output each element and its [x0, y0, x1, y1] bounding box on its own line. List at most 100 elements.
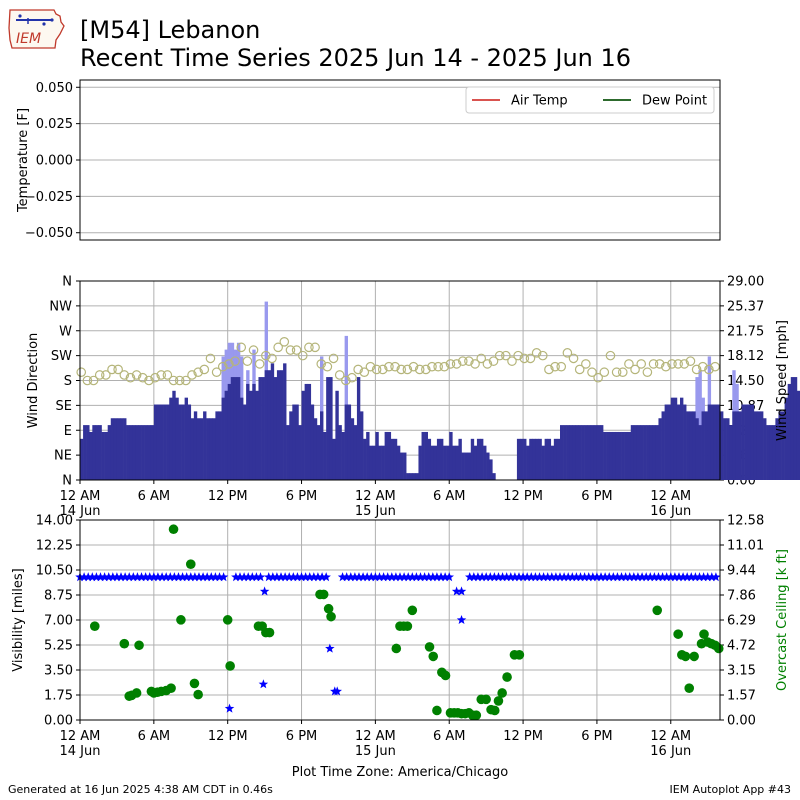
vis-tick-label: 1.75 — [44, 689, 73, 704]
wind-direction-point — [648, 359, 659, 369]
wind-direction-point — [476, 353, 487, 364]
wind-speed-bar — [313, 418, 318, 480]
wind-direction-point — [599, 367, 610, 378]
wind-speed-bar — [280, 370, 284, 480]
wind-speed-bar — [732, 411, 736, 480]
wind-x-tick-label: 12 PM — [208, 489, 248, 504]
visibility-point — [588, 572, 598, 582]
wind-x-tick-label: 12 PM — [503, 489, 543, 504]
ceiling-tick-label: 0.00 — [727, 714, 756, 729]
wind-speed-bar — [636, 425, 641, 480]
wind-speed-bar — [738, 411, 742, 480]
wind-ylabel-right: Wind Speed [mph] — [775, 320, 790, 441]
wind-speed-bar — [486, 452, 490, 480]
wind-direction-point — [384, 361, 394, 372]
wind-direction-point — [285, 345, 296, 355]
wind-direction-point — [125, 372, 136, 383]
wind-speed-bar — [467, 452, 472, 480]
wind-speed-bar — [704, 411, 708, 480]
visibility-point — [407, 572, 418, 582]
wind-speed-bar — [756, 411, 761, 480]
wind-speed-bar — [147, 425, 152, 480]
visibility-point — [419, 572, 430, 582]
wind-speed-bar — [553, 438, 558, 480]
wind-speed-bar — [295, 404, 299, 480]
wind-speed-bar — [624, 431, 628, 480]
wind-direction-point — [685, 356, 696, 366]
visibility-point — [707, 572, 717, 582]
visibility-point — [124, 572, 134, 582]
ceiling-point — [699, 629, 709, 639]
visibility-point — [579, 572, 590, 582]
wind-speed-bar — [129, 425, 133, 480]
visibility-point — [596, 572, 606, 582]
visibility-point — [584, 572, 594, 582]
visibility-point — [235, 572, 245, 582]
wind-speed-bar — [686, 411, 690, 480]
visibility-point — [571, 572, 582, 582]
wind-direction-point — [199, 364, 210, 375]
wind-direction-point — [710, 361, 720, 372]
wind-speed-bar — [86, 425, 90, 480]
visibility-point — [473, 572, 483, 582]
visibility-point — [116, 572, 126, 582]
wind-speed-bar — [455, 445, 459, 480]
visibility-point — [526, 572, 536, 582]
wind-speed-bar — [403, 452, 407, 480]
visibility-point — [173, 572, 184, 582]
ceiling-point — [134, 640, 144, 651]
visibility-point — [456, 615, 467, 624]
visibility-point — [288, 572, 299, 582]
chart-title: [M54] Lebanon — [80, 16, 261, 44]
wind-speed-bar — [464, 452, 468, 480]
wind-speed-bar — [649, 425, 653, 480]
visibility-point — [514, 572, 524, 582]
vis-x-tick-label: 6 PM — [286, 729, 317, 744]
wind-speed-bar — [190, 418, 195, 480]
wind-x-tick-label: 6 AM — [138, 489, 171, 504]
wind-speed-bar — [612, 431, 616, 480]
wind-speed-bar — [227, 383, 232, 480]
wind-speed-bar — [381, 445, 385, 480]
wind-speed-bar — [387, 431, 392, 480]
visibility-point — [136, 572, 147, 582]
visibility-point — [428, 572, 438, 582]
wind-speed-bar — [695, 418, 699, 480]
visibility-point — [190, 572, 200, 582]
wind-direction-point — [94, 370, 105, 380]
visibility-point — [686, 572, 696, 582]
visibility-point — [674, 572, 684, 582]
ceiling-point — [428, 651, 439, 662]
visibility-point — [469, 572, 479, 582]
wind-speed-bar — [535, 438, 539, 480]
visibility-point — [493, 572, 504, 582]
wind-speed-bar — [270, 363, 275, 480]
wind-speed-bar — [378, 445, 382, 480]
logo-text: IEM — [16, 31, 41, 47]
visibility-point — [415, 572, 426, 582]
temp-tick-label: 0.000 — [36, 154, 73, 169]
visibility-point — [608, 572, 619, 582]
wind-direction-point — [359, 367, 370, 378]
wind-ylabel-left: Wind Direction — [26, 333, 41, 429]
wind-speed-bar — [329, 377, 333, 480]
wind-direction-point — [396, 364, 407, 375]
wind-direction-point — [654, 359, 665, 369]
vis-tick-label: 0.00 — [44, 714, 73, 729]
wind-speed-bar — [698, 425, 702, 480]
wind-direction-point — [390, 361, 400, 372]
wind-x-tick-label: 12 AM 15 Jun — [355, 489, 396, 519]
wind-direction-point — [217, 361, 228, 372]
wind-speed-bar — [252, 383, 256, 480]
visibility-point — [625, 572, 635, 582]
wind-speed-bar — [516, 438, 521, 480]
visibility-point — [481, 572, 491, 582]
wind-direction-point — [402, 364, 413, 375]
visibility-point — [547, 572, 557, 582]
wind-x-tick-label: 6 PM — [286, 489, 317, 504]
visibility-point — [399, 572, 409, 582]
wind-speed-bar — [418, 445, 422, 480]
visibility-point — [95, 572, 106, 582]
wind-speed-bar — [547, 438, 552, 480]
ceiling-point — [168, 524, 179, 535]
